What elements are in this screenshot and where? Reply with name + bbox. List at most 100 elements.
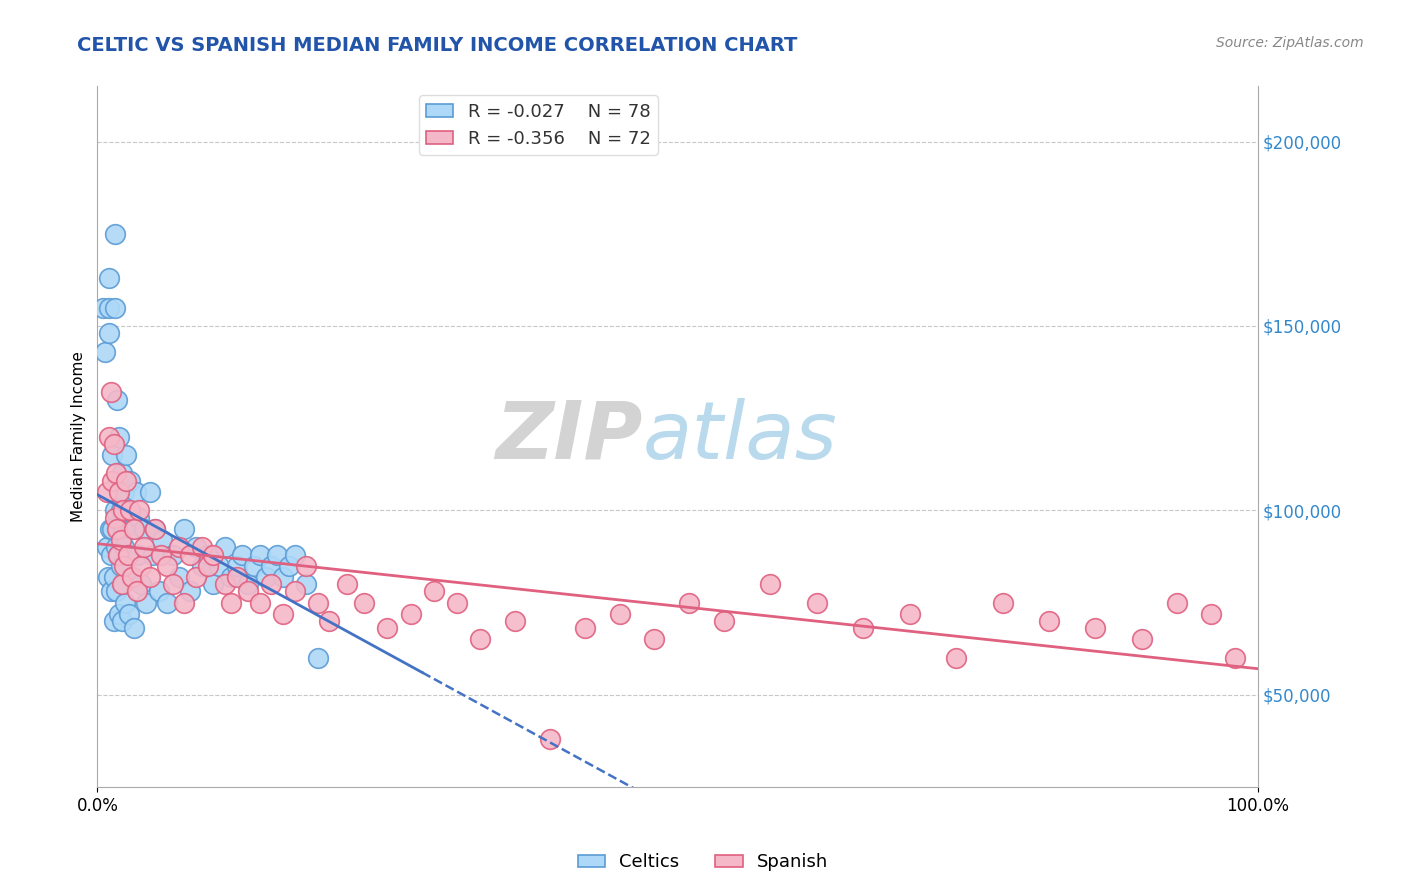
Point [249,595,271,609]
Point [150,533,173,547]
Point [117,548,139,562]
Point [284,548,307,562]
Point [103,570,125,584]
Point [127,548,149,562]
Point [446,595,468,609]
Point [759,577,782,591]
Point [97,570,120,584]
Point [184,540,207,554]
Y-axis label: Median Family Income: Median Family Income [72,351,86,522]
Point [112,540,135,554]
Point [574,621,596,635]
Point [1166,595,1188,609]
Point [121,570,143,584]
Point [122,570,145,584]
Point [104,467,127,481]
Point [107,548,129,562]
Point [238,584,260,599]
Point [105,522,128,536]
Point [104,227,127,241]
Point [423,584,446,599]
Point [96,540,118,554]
Point [295,577,318,591]
Point [110,558,132,573]
Point [131,577,153,591]
Point [197,548,219,562]
Point [162,548,184,562]
Point [97,271,120,285]
Point [91,301,114,315]
Point [142,548,165,562]
Point [1223,650,1246,665]
Point [118,607,141,621]
Point [148,584,170,599]
Point [97,429,120,443]
Point [100,548,122,562]
Point [111,577,134,591]
Point [97,301,120,315]
Point [538,731,561,746]
Point [399,607,422,621]
Point [266,548,288,562]
Point [353,595,375,609]
Point [96,484,118,499]
Point [101,522,124,536]
Point [115,474,138,488]
Point [307,595,329,609]
Point [503,614,526,628]
Point [111,614,134,628]
Point [173,522,195,536]
Point [104,301,127,315]
Point [191,558,214,573]
Point [128,510,150,524]
Point [318,614,340,628]
Point [1130,632,1153,647]
Point [271,607,294,621]
Point [202,548,225,562]
Point [208,558,231,573]
Point [101,448,124,462]
Point [112,484,135,499]
Point [132,522,155,536]
Point [167,570,190,584]
Point [100,584,122,599]
Point [118,503,141,517]
Point [336,577,359,591]
Point [135,595,157,609]
Point [219,595,242,609]
Point [156,595,179,609]
Point [111,503,134,517]
Point [260,558,283,573]
Point [1084,621,1107,635]
Point [202,577,225,591]
Text: ZIP: ZIP [495,398,643,475]
Point [98,522,121,536]
Point [609,607,631,621]
Point [110,503,132,517]
Point [191,540,214,554]
Point [249,548,271,562]
Point [128,503,150,517]
Point [254,570,277,584]
Point [156,558,179,573]
Point [111,467,134,481]
Point [243,558,266,573]
Point [150,548,173,562]
Point [377,621,399,635]
Point [100,385,122,400]
Point [108,607,131,621]
Text: atlas: atlas [643,398,838,475]
Point [713,614,735,628]
Point [125,584,148,599]
Point [138,570,160,584]
Point [238,577,260,591]
Point [179,584,201,599]
Point [138,484,160,499]
Point [214,577,236,591]
Point [124,621,146,635]
Point [271,570,294,584]
Point [104,540,127,554]
Point [104,503,127,517]
Point [1201,607,1223,621]
Point [121,522,143,536]
